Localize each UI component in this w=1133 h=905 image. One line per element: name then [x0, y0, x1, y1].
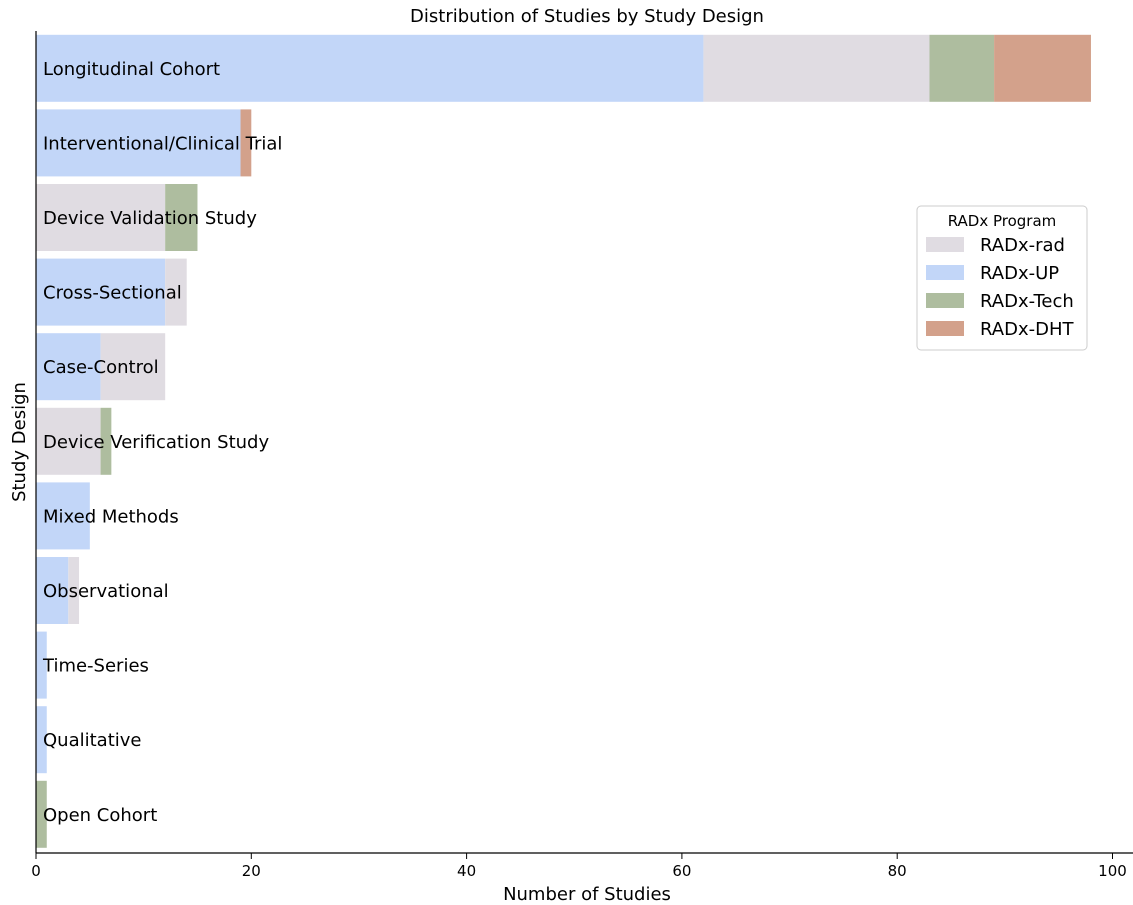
category-label: Time-Series — [42, 656, 149, 677]
x-axis-label: Number of Studies — [503, 884, 671, 905]
bar-segment — [100, 407, 112, 475]
legend-label: RADx-Tech — [980, 291, 1074, 312]
chart-title: Distribution of Studies by Study Design — [410, 6, 764, 27]
bar-segment — [68, 557, 80, 624]
legend-items: RADx-rad RADx-UP RADx-Tech RADx-DHT — [926, 235, 1074, 340]
x-tick-label: 0 — [31, 862, 41, 880]
legend-swatch — [926, 321, 964, 336]
legend-swatch — [926, 265, 964, 280]
legend-title: RADx Program — [948, 212, 1057, 230]
category-label: Cross-Sectional — [43, 283, 182, 304]
bar-segment — [703, 34, 930, 102]
bar-segment — [36, 780, 47, 848]
category-label: Device Verification Study — [43, 432, 269, 453]
bar-segment — [36, 333, 101, 401]
category-labels-group: Longitudinal Cohort Interventional/Clinic… — [42, 59, 282, 826]
bar-segment — [36, 34, 704, 102]
category-label: Interventional/Clinical Trial — [43, 133, 282, 154]
category-label: Case-Control — [43, 357, 159, 378]
x-tick-label: 40 — [457, 862, 476, 880]
category-label: Open Cohort — [43, 805, 157, 826]
bar-segment — [929, 34, 995, 102]
bar-segment — [100, 333, 166, 401]
bar-segment — [36, 184, 166, 251]
bar-segment — [240, 109, 252, 177]
bar-segment — [165, 184, 198, 251]
x-tick-label: 20 — [242, 862, 261, 880]
x-tick-label: 100 — [1098, 862, 1127, 880]
bar-segment — [36, 258, 166, 326]
x-ticks-group: 0 20 40 60 80 100 — [31, 853, 1127, 880]
category-label: Qualitative — [43, 730, 141, 751]
legend-label: RADx-UP — [980, 263, 1059, 284]
bar-segment — [36, 407, 101, 475]
x-tick-label: 60 — [672, 862, 691, 880]
category-label: Device Validation Study — [43, 208, 257, 229]
bar-segment — [36, 557, 69, 624]
category-label: Mixed Methods — [43, 506, 179, 527]
legend-swatch — [926, 237, 964, 252]
y-axis-label: Study Design — [9, 382, 30, 502]
legend: RADx Program RADx-radRADx-UPRADx-TechRAD… — [916, 205, 1088, 351]
bar-segment — [165, 258, 187, 326]
category-label: Observational — [43, 581, 169, 602]
bar-segment — [36, 631, 47, 699]
legend-label: RADx-rad — [980, 235, 1065, 256]
bar-segment — [36, 109, 241, 177]
legend-label: RADx-DHT — [980, 319, 1074, 340]
legend-swatch — [926, 293, 964, 308]
bar-segment — [994, 34, 1091, 102]
category-label: Longitudinal Cohort — [43, 59, 220, 80]
bars-group — [36, 34, 1091, 848]
x-tick-label: 80 — [888, 862, 907, 880]
bar-segment — [36, 482, 90, 550]
bar-segment — [36, 706, 47, 774]
